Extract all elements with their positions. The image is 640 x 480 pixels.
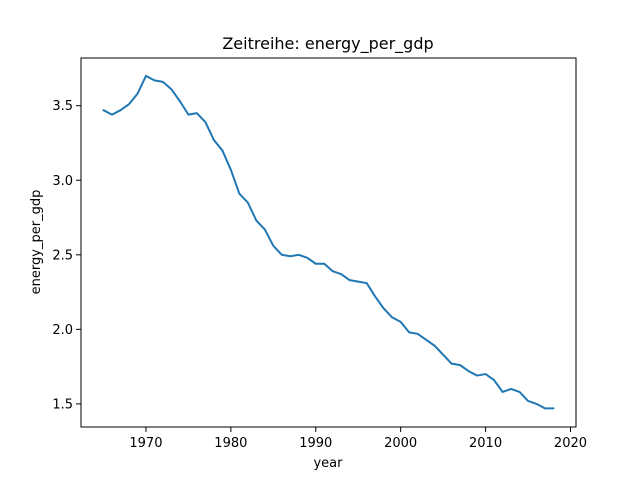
y-tick-label: 1.5 (52, 397, 73, 412)
x-tick-label: 2010 (469, 436, 502, 451)
x-tick-label: 1980 (214, 436, 247, 451)
x-tick-label: 2020 (554, 436, 587, 451)
x-axis: 1970 1980 1990 2000 2010 2020 (129, 427, 587, 451)
plot-frame (80, 57, 577, 428)
y-axis: 1.5 2.0 2.5 3.0 3.5 (52, 99, 81, 412)
y-tick-label: 2.0 (52, 323, 73, 338)
x-axis-label: year (313, 456, 343, 471)
plot-area (102, 74, 555, 410)
chart-title: Zeitreihe: energy_per_gdp (222, 34, 433, 54)
x-tick-label: 1970 (129, 436, 162, 451)
series-line (102, 74, 555, 410)
y-tick-label: 2.5 (52, 248, 73, 263)
y-tick-label: 3.0 (52, 174, 73, 189)
x-tick-label: 1990 (299, 436, 332, 451)
y-tick-label: 3.5 (52, 99, 73, 114)
y-axis-label: energy_per_gdp (29, 190, 44, 295)
x-tick-label: 2000 (384, 436, 417, 451)
